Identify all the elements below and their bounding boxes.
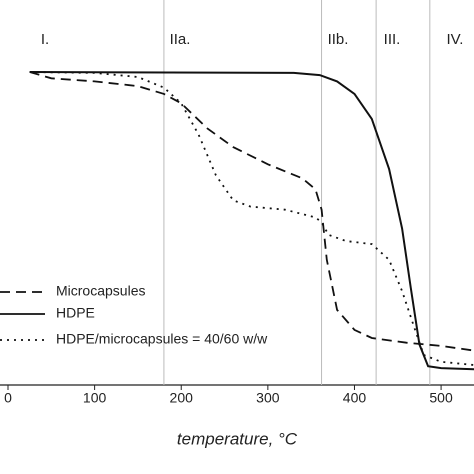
region-label: III.: [384, 31, 401, 48]
region-label: I.: [41, 31, 49, 48]
x-tick-label: 200: [170, 390, 194, 406]
region-label: IIb.: [328, 31, 349, 48]
region-label: IV.: [447, 31, 464, 48]
legend-label: HDPE: [56, 305, 95, 321]
legend-label: Microcapsules: [56, 283, 145, 299]
x-tick-label: 300: [256, 390, 280, 406]
x-axis-label: temperature, °C: [177, 429, 298, 448]
series-line: [29, 71, 474, 366]
series-line: [29, 71, 474, 352]
series-line: [29, 71, 474, 371]
x-tick-label: 0: [4, 390, 12, 406]
legend-label: HDPE/microcapsules = 40/60 w/w: [56, 331, 268, 347]
x-tick-label: 100: [83, 390, 107, 406]
x-tick-label: 500: [429, 390, 453, 406]
x-tick-label: 400: [343, 390, 367, 406]
region-label: IIa.: [170, 31, 191, 48]
